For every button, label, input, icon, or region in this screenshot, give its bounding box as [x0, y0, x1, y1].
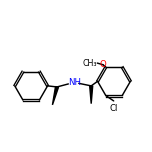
Text: O: O — [100, 60, 107, 69]
Text: NH: NH — [68, 78, 81, 87]
Polygon shape — [52, 87, 59, 105]
Polygon shape — [90, 86, 93, 104]
Text: Cl: Cl — [109, 104, 118, 113]
Text: CH₃: CH₃ — [82, 59, 97, 68]
